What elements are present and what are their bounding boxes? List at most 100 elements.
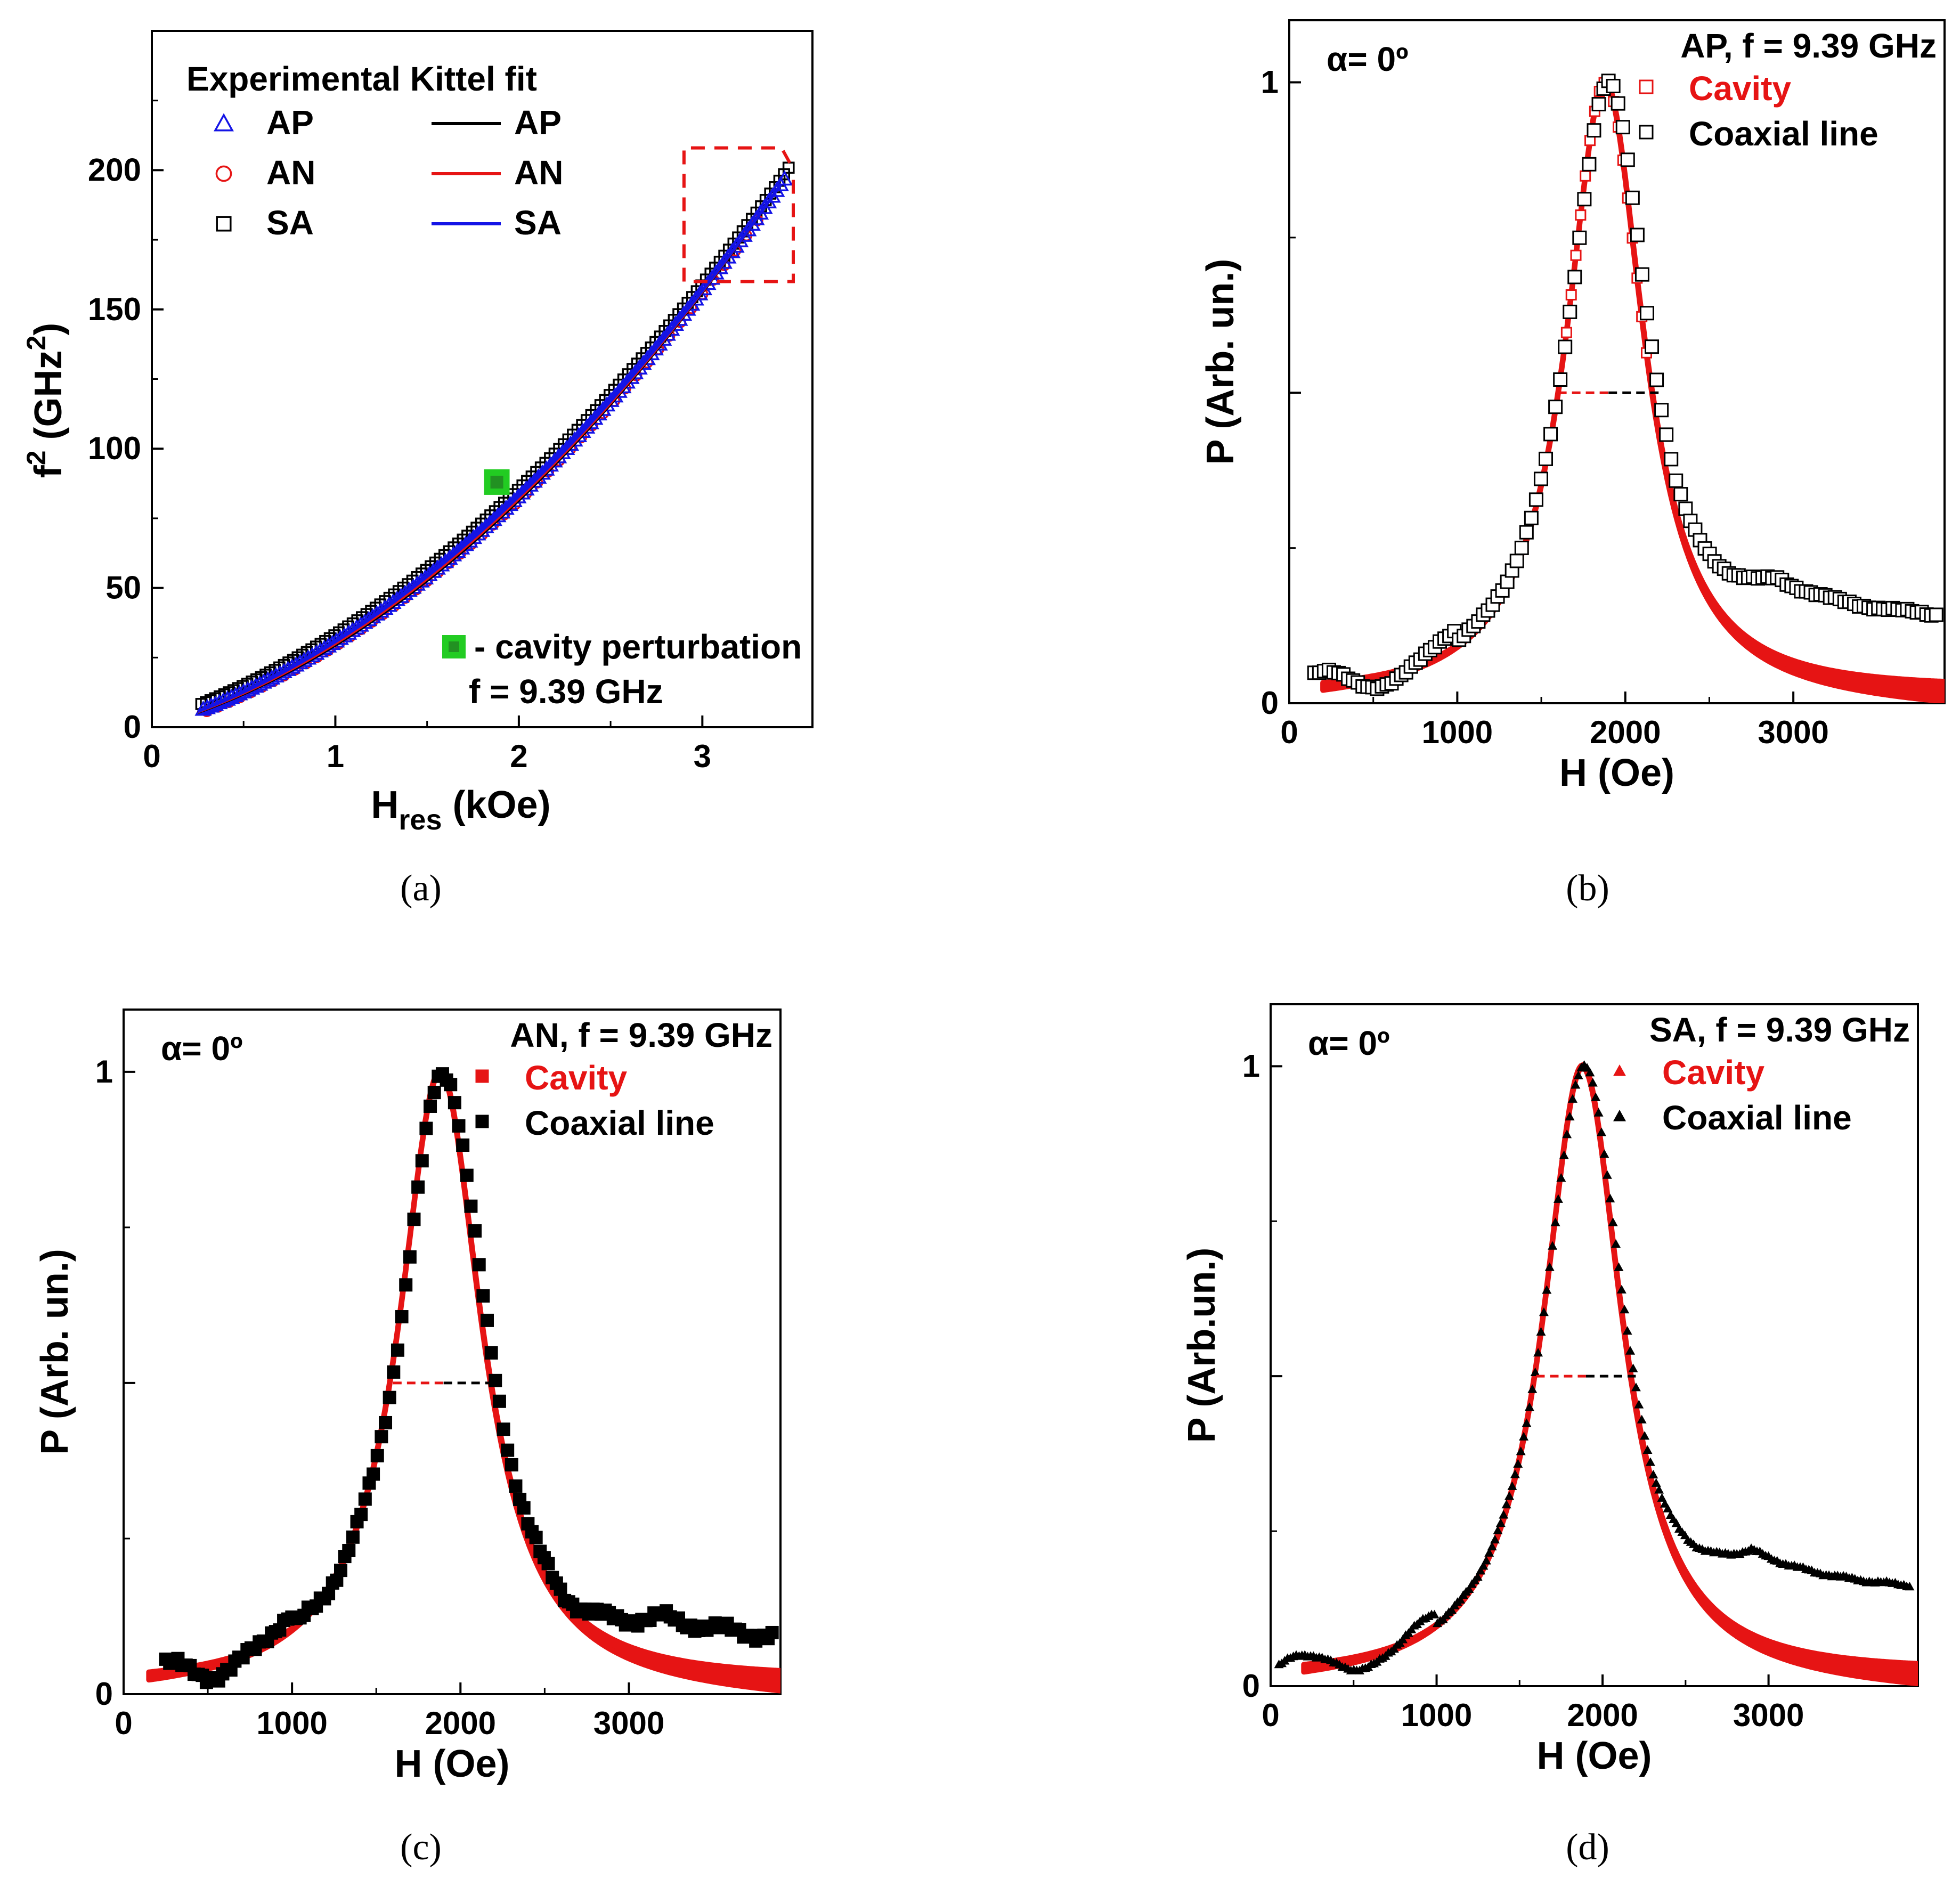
coaxial-point-c	[452, 1119, 466, 1133]
y-title-mid: (GHz	[27, 351, 70, 451]
coaxial-point-c	[501, 1443, 515, 1457]
coaxial-point-c	[472, 1258, 486, 1272]
cavity-curve-d	[1301, 1062, 1918, 1686]
coaxial-point-d	[1516, 1446, 1526, 1455]
coaxial-point-d	[1637, 1414, 1647, 1424]
coaxial-point-c	[358, 1492, 372, 1506]
coaxial-point-d	[1651, 1478, 1661, 1487]
legend-label-coaxial-c: Coaxial line	[525, 1104, 714, 1142]
coaxial-point-d	[1645, 1457, 1655, 1466]
coaxial-point-d	[1542, 1285, 1552, 1294]
legend-marker-cavity-d	[1613, 1064, 1626, 1076]
coaxial-point-c	[391, 1343, 404, 1357]
coaxial-point-b	[1528, 492, 1543, 507]
coaxial-point-b	[1654, 403, 1669, 418]
x-axis-title-main: H	[371, 784, 398, 826]
coaxial-point-d	[1905, 1582, 1915, 1591]
panel-d: 0 1000 2000 3000 0 1 H (Oe) P (Arb.un.) α= 0º SA,…	[1181, 1003, 1919, 1868]
series-cavity-c	[146, 1068, 780, 1694]
coaxial-point-b	[1669, 473, 1684, 488]
panel-label-c: (c)	[400, 1827, 442, 1868]
coaxial-point-d	[1533, 1348, 1543, 1357]
coaxial-point-d	[1634, 1400, 1644, 1409]
data-area-b	[1307, 74, 1945, 703]
series-coaxial-c	[159, 1067, 779, 1689]
coaxial-point-c	[395, 1310, 409, 1324]
y-tick-label-b: 1	[1261, 64, 1279, 100]
coaxial-point-b	[1533, 471, 1548, 486]
legend-label-coaxial-d: Coaxial line	[1662, 1099, 1852, 1137]
y-title-main: f	[27, 465, 70, 478]
coaxial-point-d	[1620, 1305, 1630, 1314]
y-axis-title-a: f2 (GHz2)	[21, 323, 70, 478]
coaxial-point-d	[1464, 1584, 1474, 1593]
coaxial-point-d	[1605, 1193, 1615, 1202]
coaxial-point-d	[1616, 1284, 1626, 1294]
y-tick-label-a: 150	[88, 291, 141, 327]
x-tick-label-d: 1000	[1401, 1697, 1472, 1733]
coaxial-point-d	[1539, 1307, 1549, 1316]
coaxial-point-d	[1455, 1595, 1466, 1604]
data-point-AP	[707, 264, 725, 280]
x-tick-label-a: 0	[143, 738, 160, 774]
legend-marker-cavity-c	[475, 1069, 489, 1083]
coaxial-point-d	[1524, 1402, 1534, 1411]
coaxial-point-b	[1582, 157, 1597, 172]
coaxial-point-d	[1648, 1469, 1658, 1479]
coaxial-point-d	[1527, 1384, 1538, 1393]
coaxial-point-c	[448, 1096, 461, 1110]
annotation-marker-core	[449, 641, 459, 652]
legend-marker-coaxial-d	[1613, 1110, 1626, 1121]
coaxial-point-d	[1573, 1070, 1583, 1079]
coaxial-point-c	[765, 1625, 779, 1639]
data-area-c	[146, 1067, 780, 1694]
x-tick-label-c: 1000	[256, 1705, 327, 1741]
coaxial-point-d	[1591, 1092, 1601, 1101]
coaxial-point-c	[529, 1531, 543, 1544]
coaxial-point-b	[1625, 190, 1640, 205]
coaxial-point-c	[505, 1458, 518, 1471]
coaxial-point-d	[1536, 1327, 1546, 1336]
coaxial-point-d	[1504, 1491, 1515, 1500]
coaxial-point-b	[1514, 540, 1529, 555]
cavity-curve-c	[146, 1068, 780, 1694]
freq-label-d: SA, f = 9.39 GHz	[1649, 1011, 1910, 1049]
coaxial-point-b	[1929, 607, 1943, 622]
coaxial-point-b	[1649, 372, 1664, 387]
x-tick-label-c: 2000	[425, 1705, 496, 1741]
zoom-box	[682, 146, 795, 283]
plot-frame-c	[123, 1009, 782, 1695]
coaxial-point-b	[1548, 400, 1563, 414]
coaxial-point-c	[399, 1278, 413, 1292]
coaxial-point-c	[411, 1180, 425, 1194]
coaxial-point-d	[1599, 1149, 1609, 1158]
coaxial-point-c	[354, 1508, 368, 1522]
coaxial-point-c	[387, 1365, 401, 1379]
coaxial-point-d	[1522, 1418, 1532, 1427]
coaxial-point-d	[1559, 1150, 1569, 1159]
coaxial-point-d	[1507, 1481, 1517, 1490]
coaxial-point-d	[1550, 1217, 1560, 1226]
coaxial-point-b	[1606, 78, 1621, 93]
panel-label-b: (b)	[1566, 868, 1609, 909]
x-axis-title-d: H (Oe)	[1537, 1735, 1652, 1777]
legend-label-fit-AP: AP	[514, 103, 562, 142]
x-tick-label-c: 3000	[593, 1705, 664, 1741]
coaxial-point-c	[460, 1168, 474, 1182]
coaxial-point-b	[1519, 525, 1534, 540]
panel-label-d: (d)	[1566, 1827, 1609, 1868]
coaxial-point-d	[1484, 1548, 1494, 1557]
y-title-sup2: 2	[21, 336, 51, 351]
coaxial-point-b	[1558, 339, 1573, 354]
coaxial-point-d	[1597, 1127, 1607, 1136]
coaxial-point-c	[342, 1543, 356, 1557]
coaxial-point-c	[427, 1086, 441, 1100]
coaxial-point-b	[1553, 372, 1568, 387]
x-tick-label-d: 2000	[1567, 1697, 1638, 1733]
cavity-point-b	[1570, 249, 1582, 261]
coaxial-point-d	[1490, 1534, 1500, 1544]
coaxial-point-d	[1608, 1217, 1618, 1226]
coaxial-point-b	[1630, 227, 1645, 242]
y-tick-label-d: 0	[1242, 1668, 1260, 1704]
